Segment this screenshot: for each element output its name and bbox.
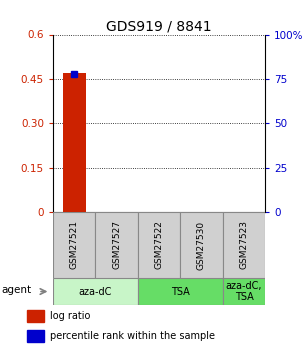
Text: percentile rank within the sample: percentile rank within the sample bbox=[50, 331, 215, 341]
Text: GSM27522: GSM27522 bbox=[155, 220, 164, 269]
Text: GSM27530: GSM27530 bbox=[197, 220, 206, 269]
Bar bbox=[180, 212, 223, 278]
Text: log ratio: log ratio bbox=[50, 312, 90, 322]
Text: agent: agent bbox=[1, 285, 31, 295]
Bar bbox=[62, 73, 86, 212]
Text: GSM27523: GSM27523 bbox=[239, 220, 248, 269]
Bar bbox=[27, 330, 44, 342]
Bar bbox=[53, 278, 138, 305]
Text: GSM27521: GSM27521 bbox=[70, 220, 79, 269]
Bar bbox=[223, 212, 265, 278]
Bar bbox=[138, 278, 223, 305]
Bar bbox=[53, 212, 95, 278]
Text: GSM27527: GSM27527 bbox=[112, 220, 121, 269]
Bar bbox=[27, 310, 44, 322]
Bar bbox=[95, 212, 138, 278]
Title: GDS919 / 8841: GDS919 / 8841 bbox=[106, 19, 212, 33]
Text: aza-dC,
TSA: aza-dC, TSA bbox=[226, 281, 262, 302]
Text: TSA: TSA bbox=[171, 287, 190, 296]
Bar bbox=[223, 278, 265, 305]
Text: aza-dC: aza-dC bbox=[79, 287, 112, 296]
Bar bbox=[138, 212, 180, 278]
